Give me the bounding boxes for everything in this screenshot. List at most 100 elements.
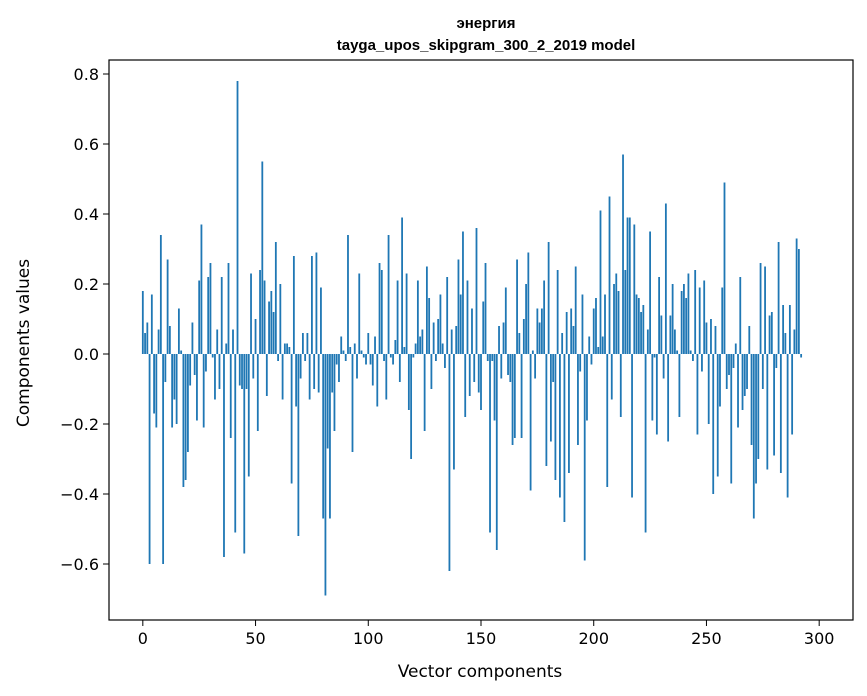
- bar-187: [563, 354, 566, 522]
- bar-220: [637, 298, 640, 354]
- bar-48: [250, 273, 252, 354]
- bar-237: [676, 350, 679, 354]
- bar-240: [683, 284, 685, 354]
- bar-202: [597, 347, 600, 354]
- bar-190: [570, 308, 573, 354]
- bar-241: [685, 298, 688, 354]
- bar-208: [610, 354, 613, 400]
- bar-201: [595, 298, 597, 354]
- bar-159: [500, 354, 503, 379]
- bar-13: [171, 354, 174, 428]
- bar-284: [782, 305, 785, 354]
- bar-0: [141, 291, 144, 354]
- bar-74: [308, 354, 311, 400]
- bar-236: [673, 329, 676, 354]
- bar-45: [243, 354, 246, 554]
- bar-267: [743, 354, 746, 396]
- bar-128: [430, 354, 433, 389]
- bar-46: [245, 354, 248, 389]
- bar-98: [362, 354, 365, 358]
- bar-290: [795, 238, 798, 354]
- bar-96: [358, 273, 361, 354]
- bar-34: [218, 354, 221, 389]
- bar-268: [746, 354, 748, 389]
- bar-7: [157, 329, 160, 354]
- bar-214: [624, 270, 627, 354]
- bar-44: [241, 354, 243, 389]
- bar-54: [263, 280, 266, 354]
- bar-9: [162, 354, 165, 564]
- bar-90: [344, 354, 347, 361]
- bar-245: [694, 270, 697, 354]
- bar-164: [511, 354, 514, 445]
- bar-152: [484, 263, 487, 354]
- bar-139: [455, 326, 458, 354]
- bar-256: [719, 354, 721, 407]
- y-tick-label: 0.0: [74, 345, 99, 364]
- bar-234: [669, 315, 672, 354]
- bar-81: [324, 354, 327, 596]
- bar-99: [365, 354, 367, 365]
- bar-69: [297, 354, 300, 536]
- bar-207: [608, 196, 611, 354]
- bar-206: [606, 354, 609, 487]
- bar-169: [522, 319, 525, 354]
- bar-4: [150, 294, 153, 354]
- bar-287: [788, 305, 791, 354]
- y-axis-ticks: −0.6 −0.4 −0.2 0.0 0.2 0.4 0.6 0.8: [60, 65, 109, 574]
- bar-145: [468, 354, 471, 396]
- bar-243: [689, 350, 692, 354]
- bar-85: [333, 354, 336, 431]
- bar-184: [556, 270, 559, 354]
- bar-228: [655, 354, 658, 435]
- bar-183: [554, 354, 557, 480]
- bar-251: [707, 354, 710, 424]
- bar-3: [148, 354, 151, 564]
- bar-271: [752, 354, 755, 519]
- bars-group: [141, 81, 803, 596]
- bar-51: [256, 354, 259, 431]
- bar-255: [716, 354, 719, 477]
- bar-160: [502, 322, 505, 354]
- bar-125: [423, 354, 426, 431]
- bar-262: [732, 354, 735, 368]
- bar-120: [412, 354, 415, 358]
- bar-196: [583, 354, 586, 561]
- bar-258: [723, 182, 726, 354]
- bar-216: [628, 217, 631, 354]
- bar-29: [207, 277, 210, 354]
- bar-172: [529, 354, 532, 491]
- bar-15: [175, 354, 178, 424]
- x-tick-label: 0: [138, 629, 148, 648]
- bar-192: [574, 266, 577, 354]
- bar-168: [520, 354, 523, 438]
- bar-17: [180, 350, 183, 354]
- bar-165: [513, 354, 516, 438]
- bar-92: [349, 347, 352, 354]
- bar-118: [407, 354, 410, 410]
- bar-65: [288, 347, 291, 354]
- y-tick-label: −0.6: [60, 555, 99, 574]
- bar-8: [159, 235, 162, 354]
- bar-94: [353, 343, 356, 354]
- bar-242: [687, 273, 690, 354]
- bar-227: [653, 354, 656, 358]
- bar-178: [543, 280, 546, 354]
- bar-278: [768, 315, 771, 354]
- bar-121: [414, 343, 417, 354]
- bar-113: [396, 280, 399, 354]
- bar-274: [759, 263, 762, 354]
- bar-124: [421, 329, 424, 354]
- bar-21: [189, 354, 192, 386]
- bar-292: [800, 354, 803, 358]
- bar-181: [549, 354, 552, 442]
- bar-281: [775, 354, 778, 368]
- x-tick-label: 250: [691, 629, 722, 648]
- bar-110: [389, 354, 392, 358]
- bar-109: [387, 235, 390, 354]
- bar-75: [311, 256, 313, 354]
- bar-26: [200, 224, 203, 354]
- bar-198: [588, 336, 591, 354]
- bar-58: [272, 312, 275, 354]
